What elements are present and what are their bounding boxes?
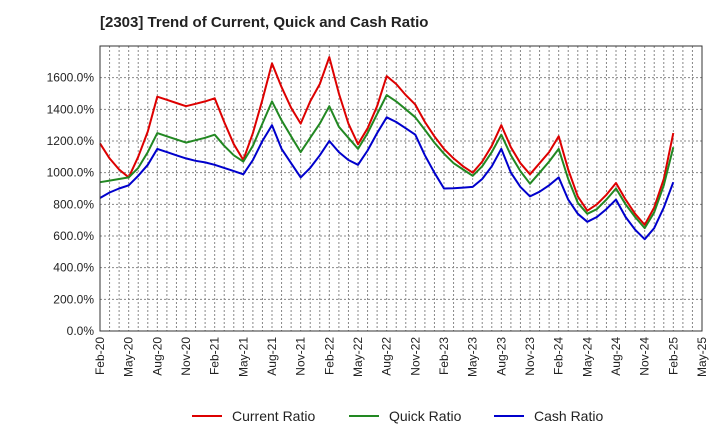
chart-title: [2303] Trend of Current, Quick and Cash …: [100, 14, 429, 31]
x-tick-label: Feb-25: [666, 337, 680, 375]
y-tick-label: 400.0%: [53, 261, 94, 275]
series-line-current-ratio: [99, 56, 675, 226]
x-tick-label: May-23: [466, 337, 480, 377]
legend-swatch-quick-ratio: [349, 415, 379, 417]
y-tick-label: 1600.0%: [47, 71, 95, 85]
y-tick-label: 1000.0%: [47, 166, 95, 180]
x-tick-label: Aug-20: [150, 337, 164, 376]
legend-label-current-ratio: Current Ratio: [232, 408, 316, 424]
legend-swatch-current-ratio: [192, 415, 222, 417]
y-tick-label: 600.0%: [53, 229, 94, 243]
y-tick-label: 800.0%: [53, 197, 94, 211]
plot-background: [100, 46, 702, 331]
legend-item-cash-ratio: Cash Ratio: [494, 404, 603, 428]
legend-swatch-cash-ratio: [494, 415, 524, 417]
x-tick-label: Nov-22: [408, 337, 422, 376]
legend-item-current-ratio: Current Ratio: [192, 404, 315, 428]
legend-label-cash-ratio: Cash Ratio: [534, 408, 604, 424]
x-tick-label: Feb-20: [93, 337, 107, 375]
x-tick-label: Feb-21: [208, 337, 222, 375]
x-tick-label: May-20: [122, 337, 136, 377]
x-tick-label: May-22: [351, 337, 365, 377]
x-tick-label: May-25: [695, 337, 709, 377]
legend: Current Ratio Quick Ratio Cash Ratio: [0, 404, 720, 428]
x-tick-label: Feb-22: [322, 337, 336, 375]
x-tick-label: May-24: [580, 337, 594, 377]
x-tick-label: Aug-24: [609, 337, 623, 376]
series-line-cash-ratio: [99, 116, 675, 241]
y-tick-label: 1400.0%: [47, 102, 95, 116]
series-line-quick-ratio: [99, 94, 675, 230]
x-tick-label: May-21: [236, 337, 250, 377]
plot-frame: [99, 45, 703, 332]
x-tick-label: Nov-24: [638, 337, 652, 376]
legend-item-quick-ratio: Quick Ratio: [349, 404, 461, 428]
y-tick-label: 0.0%: [67, 324, 95, 338]
x-tick-label: Feb-23: [437, 337, 451, 375]
x-tick-label: Aug-22: [380, 337, 394, 376]
x-tick-label: Aug-21: [265, 337, 279, 376]
y-tick-label: 1200.0%: [47, 134, 95, 148]
y-tick-label: 200.0%: [53, 292, 94, 306]
legend-label-quick-ratio: Quick Ratio: [389, 408, 462, 424]
x-tick-label: Nov-21: [294, 337, 308, 376]
x-tick-label: Nov-23: [523, 337, 537, 376]
x-tick-label: Feb-24: [552, 337, 566, 375]
x-tick-label: Aug-23: [494, 337, 508, 376]
x-tick-label: Nov-20: [179, 337, 193, 376]
